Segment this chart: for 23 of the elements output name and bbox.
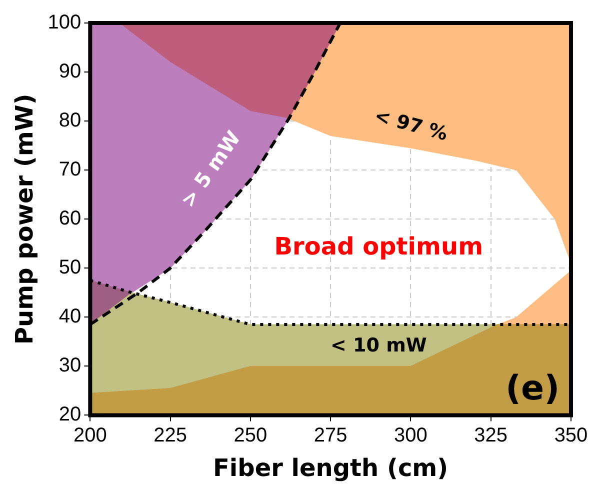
y-tick-label: 40 [58, 306, 82, 328]
y-tick-label: 90 [58, 60, 82, 83]
x-tick-label: 275 [314, 424, 348, 447]
x-tick-label: 300 [394, 424, 428, 447]
x-tick-label: 200 [73, 424, 107, 447]
y-tick-label: 50 [58, 256, 82, 279]
annotation: < 10 mW [330, 334, 427, 357]
x-tick-label: 225 [154, 424, 187, 447]
annotation: > 5 mW [176, 126, 246, 212]
y-tick-label: 80 [58, 110, 82, 132]
y-tick-label: 70 [58, 158, 82, 181]
x-tick-label: 325 [474, 424, 508, 447]
y-tick-label: 60 [58, 208, 82, 230]
annotation: < 97 % [372, 104, 450, 146]
y-tick-label: 20 [58, 404, 82, 426]
annotation: (e) [505, 368, 560, 409]
y-tick-label: 100 [48, 12, 82, 34]
y-axis-title: Pump power (mW) [10, 94, 39, 345]
x-tick-label: 250 [234, 424, 268, 447]
x-tick-label: 350 [554, 424, 588, 447]
x-axis-title: Fiber length (cm) [213, 454, 448, 482]
annotation: Broad optimum [274, 232, 484, 261]
y-tick-label: 30 [58, 354, 82, 377]
